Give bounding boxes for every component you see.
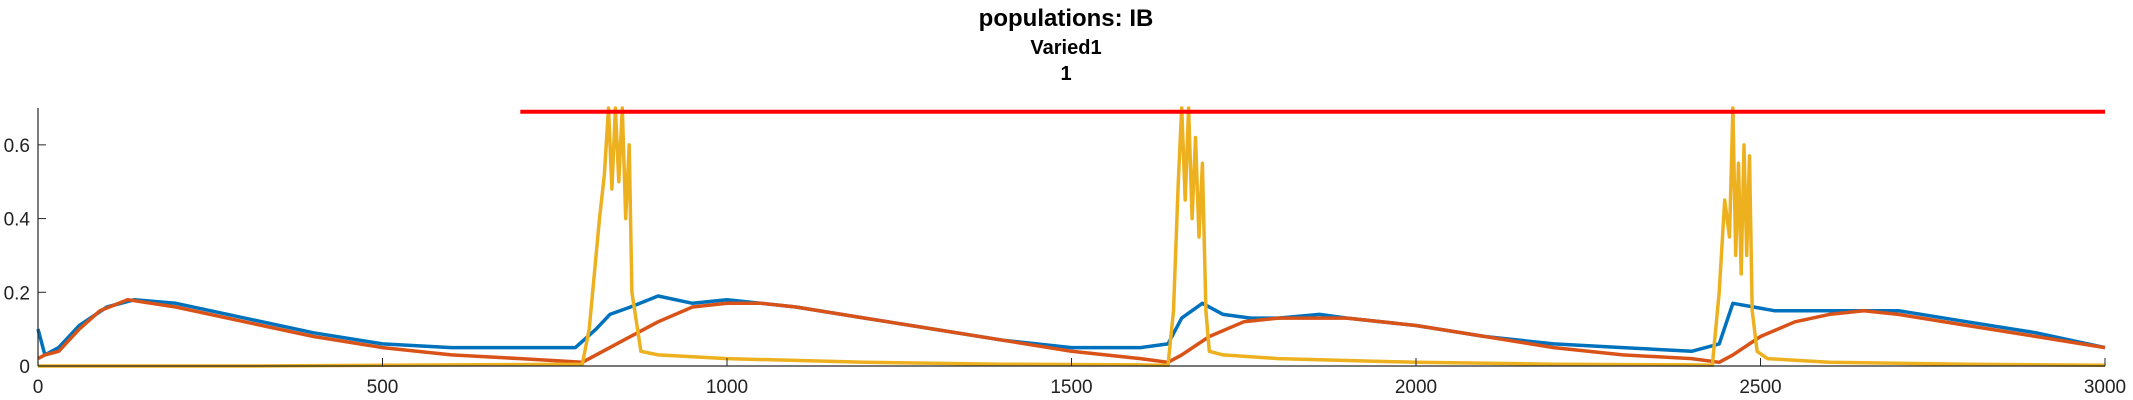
y-tick-label: 0.6 bbox=[4, 136, 30, 157]
x-tick-group: 0 500 1000 1500 2000 2500 3000 bbox=[33, 358, 2126, 398]
x-tick-label: 500 bbox=[367, 377, 399, 398]
series-line-3 bbox=[38, 106, 2106, 368]
x-tick-label: 1000 bbox=[706, 377, 748, 398]
x-tick-label: 2000 bbox=[1395, 377, 1437, 398]
chart-title: populations: IB bbox=[979, 5, 1154, 32]
x-tick-label: 2500 bbox=[1739, 377, 1781, 398]
y-tick-group: 0 0.2 0.4 0.6 bbox=[4, 136, 46, 378]
x-tick-label: 3000 bbox=[2084, 377, 2126, 398]
series-line-2 bbox=[37, 297, 2106, 365]
x-tick-label: 0 bbox=[33, 377, 44, 398]
y-tick-label: 0.4 bbox=[4, 210, 31, 231]
series-line-1 bbox=[36, 294, 2106, 357]
chart-subtitle-2: 1 bbox=[1060, 63, 1071, 85]
y-tick-label: 0 bbox=[19, 357, 30, 378]
chart-subtitle: Varied1 bbox=[1030, 37, 1101, 59]
series-group bbox=[36, 106, 2106, 368]
y-tick-label: 0.2 bbox=[4, 283, 30, 304]
x-tick-label: 1500 bbox=[1050, 377, 1092, 398]
